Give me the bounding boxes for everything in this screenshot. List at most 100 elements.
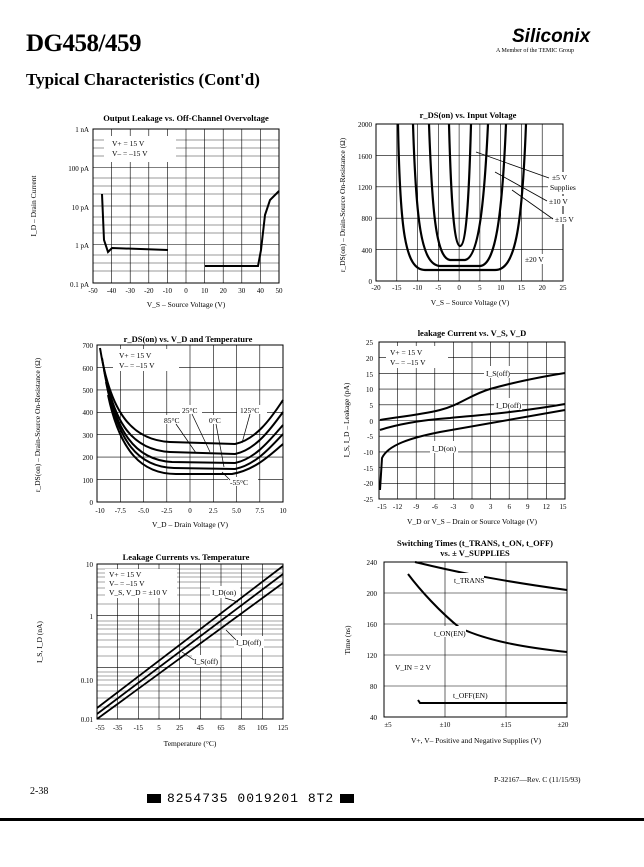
label-5v: ±5 V [552,173,568,182]
curve-20v [396,123,528,272]
svg-text:-2.5: -2.5 [161,507,173,515]
barcode-text: 8254735 0019201 8T2 [167,791,335,806]
svg-text:-15: -15 [392,284,402,292]
label-is-off: I_S(off) [486,369,511,378]
svg-text:0.1 pA: 0.1 pA [70,281,89,289]
barcode-line: 8254735 0019201 8T2 [141,791,360,806]
svg-text:-5.0: -5.0 [138,507,150,515]
label-ttrans: t_TRANS [454,576,484,585]
y-axis-label: I_D – Drain Current [29,175,38,237]
chart-title: Output Leakage vs. Off-Channel Overvolta… [103,113,269,123]
svg-text:100 pA: 100 pA [68,165,89,173]
leader-lines [175,413,251,481]
chart-switching-times: Switching Times (t_TRANS, t_ON, t_OFF) v… [343,538,569,745]
svg-text:40: 40 [257,287,265,295]
chart-rds-vs-vd-temp: r_DS(on) vs. V_D and Temperature V+ = 15… [33,334,287,529]
svg-text:-5: -5 [435,284,441,292]
svg-text:15: 15 [518,284,526,292]
y-tick-labels: 0 400 800 1200 1600 2000 [358,121,373,286]
svg-text:20: 20 [366,355,374,363]
svg-text:±15: ±15 [501,721,512,729]
chart-rds-vs-vin: r_DS(on) vs. Input Voltage ±5 V Supplies… [338,110,582,307]
annotation-vin: V_IN = 2 V [395,663,432,672]
svg-text:-7.5: -7.5 [115,507,127,515]
annotation-vplus: V+ = 15 V [119,351,152,360]
curve-leakage-negative [101,193,169,254]
annotation-box [386,346,448,368]
svg-text:2.5: 2.5 [209,507,218,515]
label-15v: ±15 V [555,215,574,224]
annotation-vsvd: V_S, V_D = ±10 V [109,588,168,597]
curve-id-off [96,573,284,715]
svg-text:10: 10 [201,287,209,295]
curve-15v [411,123,508,268]
x-tick-labels: -20 -15 -10 -5 0 5 10 15 20 25 [371,284,567,292]
svg-text:30: 30 [238,287,246,295]
annotation-box [105,569,177,598]
label-20v: ±20 V [525,255,544,264]
curve-85c [101,357,284,456]
curve-125c [99,347,284,446]
svg-text:700: 700 [83,342,94,350]
x-axis-label: Temperature (°C) [164,739,217,748]
y-axis-label: r_DS(on) – Drain-Source On-Resistance (Ω… [338,137,347,272]
barcode-block-left [147,794,161,804]
x-tick-labels: -55 -35 -15 5 25 45 65 85 105 125 [95,724,288,732]
curve-id-off [379,403,566,431]
curve-is-off [379,372,566,421]
y-tick-labels: 0.1 pA 1 pA 10 pA 100 pA 1 nA [68,126,89,289]
svg-text:-6: -6 [432,503,438,511]
label-id-off: I_D(off) [496,401,522,410]
svg-text:200: 200 [83,454,94,462]
curve-id-on [96,565,284,709]
chart-output-leakage: Output Leakage vs. Off-Channel Overvolta… [29,113,283,309]
plot-frame [96,563,284,720]
y-axis-label: I_S, I_D – Leakage (pA) [342,382,351,457]
label-id-off: I_D(off) [236,638,262,647]
svg-text:0: 0 [184,287,188,295]
svg-text:0: 0 [457,284,461,292]
svg-text:10: 10 [497,284,505,292]
svg-text:125: 125 [278,724,289,732]
svg-text:240: 240 [367,559,378,567]
svg-text:25: 25 [176,724,184,732]
label-125c: 125°C [240,406,259,415]
annotation-vplus: V+ = 15 V [112,139,145,148]
svg-text:-35: -35 [113,724,123,732]
svg-text:50: 50 [276,287,284,295]
svg-text:500: 500 [83,387,94,395]
svg-text:0.10: 0.10 [81,677,94,685]
svg-text:1600: 1600 [358,153,373,161]
chart-title-2: vs. ± V_SUPPLIES [440,548,510,558]
page-bottom-rule [0,818,644,821]
svg-text:0.01: 0.01 [81,716,94,724]
curve-ttrans [414,561,568,591]
svg-text:160: 160 [367,621,378,629]
svg-text:±10: ±10 [440,721,451,729]
chart-title: Switching Times (t_TRANS, t_ON, t_OFF) [397,538,553,548]
label-toff: t_OFF(EN) [453,691,488,700]
page-number: 2-38 [30,786,49,797]
curve-leakage-positive [205,190,280,267]
svg-text:-20: -20 [371,284,381,292]
svg-text:15: 15 [366,371,374,379]
curve-id-on [379,409,566,491]
annotation-vminus: V– = –15 V [112,149,148,158]
curve-25c [103,369,284,465]
data-curves [396,123,528,272]
leader-lines [475,151,554,220]
svg-text:5: 5 [370,402,374,410]
svg-text:9: 9 [526,503,530,511]
annotation-vminus: V– = –15 V [109,579,145,588]
x-tick-labels: -50 -40 -30 -20 -10 0 10 20 30 40 50 [88,287,283,295]
svg-text:0: 0 [370,418,374,426]
svg-text:85: 85 [238,724,246,732]
svg-text:1 nA: 1 nA [75,126,89,134]
x-axis-label: V_D or V_S – Drain or Source Voltage (V) [407,517,537,526]
svg-text:25: 25 [560,284,568,292]
data-curves [407,561,568,704]
svg-text:-50: -50 [88,287,98,295]
label-10v: ±10 V [549,197,568,206]
curve-0c [105,381,284,471]
chart-title: r_DS(on) vs. Input Voltage [420,110,517,120]
